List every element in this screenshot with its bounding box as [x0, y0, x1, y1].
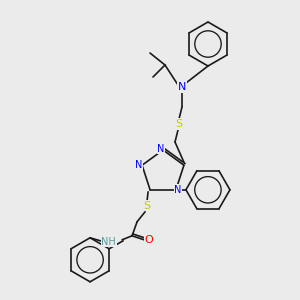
Text: S: S	[176, 119, 183, 129]
Text: O: O	[145, 235, 153, 245]
Text: NH: NH	[101, 237, 116, 247]
Text: N: N	[157, 144, 165, 154]
Text: N: N	[174, 185, 182, 195]
Text: S: S	[143, 201, 151, 211]
Text: N: N	[135, 160, 143, 170]
Text: N: N	[178, 82, 186, 92]
